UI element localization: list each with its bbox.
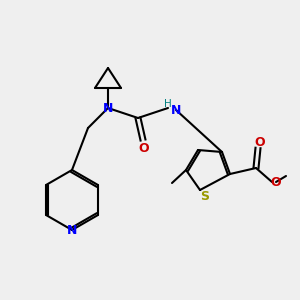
Text: O: O — [255, 136, 265, 149]
Text: O: O — [139, 142, 149, 154]
Text: N: N — [171, 103, 181, 116]
Text: S: S — [200, 190, 209, 202]
Text: O: O — [271, 176, 281, 190]
Text: N: N — [103, 101, 113, 115]
Text: H: H — [164, 99, 172, 109]
Text: N: N — [67, 224, 77, 238]
